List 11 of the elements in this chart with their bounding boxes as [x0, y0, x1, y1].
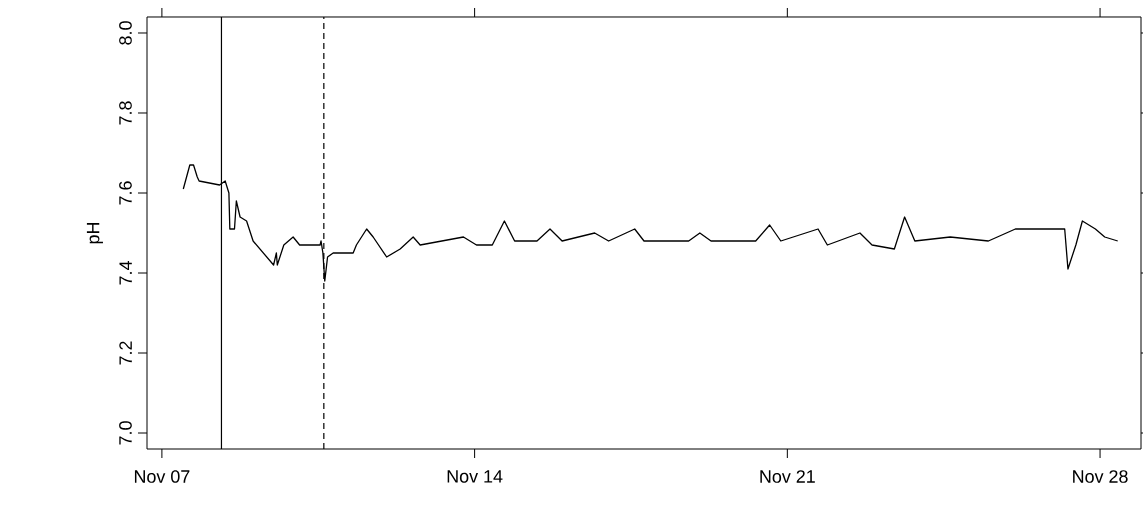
y-tick-label: 7.2 [119, 341, 132, 365]
y-tick-label: 7.6 [119, 181, 132, 205]
y-tick-label: 7.4 [119, 261, 132, 285]
x-tick-label: Nov 07 [134, 470, 190, 483]
y-tick-label: 7.8 [119, 101, 132, 125]
x-tick-label: Nov 14 [447, 470, 503, 483]
y-axis-title: pH [86, 223, 103, 244]
x-tick-label: Nov 21 [760, 470, 815, 483]
y-tick-label: 8.0 [119, 21, 132, 45]
y-tick-label: 7.0 [119, 421, 132, 445]
x-tick-label: Nov 28 [1073, 470, 1128, 483]
